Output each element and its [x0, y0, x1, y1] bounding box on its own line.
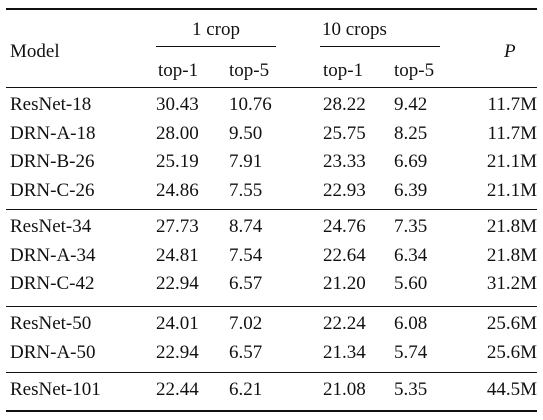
- model-name-cell: DRN-B-26: [10, 151, 95, 173]
- cell-c10-top1: 28.22: [323, 94, 366, 115]
- cell-c1-top5: 7.91: [229, 151, 263, 173]
- cell-c10-top1: 21.34: [323, 341, 366, 363]
- crop1-span-rule: [156, 46, 276, 47]
- cell-params: 21.8M: [486, 216, 537, 237]
- cell-params: 21.1M: [486, 151, 537, 173]
- cell-c1-top1: 22.94: [156, 341, 199, 363]
- group-separator-rule: [6, 306, 537, 307]
- cell-c1-top1: 24.81: [156, 244, 199, 266]
- cell-c10-top1: 21.08: [323, 379, 366, 400]
- cell-params: 31.2M: [486, 273, 537, 295]
- group-separator-rule: [6, 209, 537, 210]
- cell-c10-top5: 5.74: [394, 341, 428, 363]
- cell-c10-top1: 24.76: [323, 216, 366, 237]
- model-name-cell: DRN-A-18: [10, 122, 96, 144]
- header-c10-top5: top-5: [394, 60, 435, 81]
- cell-params: 25.6M: [486, 341, 537, 363]
- cell-c10-top5: 6.39: [394, 179, 428, 201]
- cell-params: 11.7M: [487, 122, 537, 144]
- cell-c1-top5: 7.54: [229, 244, 263, 266]
- top-rule: [6, 8, 537, 10]
- cell-c1-top5: 6.57: [229, 273, 263, 295]
- cell-c10-top5: 8.25: [394, 122, 428, 144]
- model-name-cell: DRN-A-50: [10, 341, 96, 363]
- header-c1-top5: top-5: [229, 60, 270, 81]
- cell-c10-top1: 25.75: [323, 122, 366, 144]
- group-separator-rule: [6, 372, 537, 373]
- crop10-span-rule: [320, 46, 440, 47]
- cell-c1-top1: 24.86: [156, 179, 199, 201]
- cell-c1-top5: 7.55: [229, 179, 263, 201]
- cell-c1-top5: 10.76: [229, 94, 272, 115]
- header-rule: [6, 87, 537, 88]
- bottom-rule: [6, 410, 537, 412]
- header-model: Model: [10, 41, 60, 62]
- header-params: P: [504, 41, 516, 62]
- model-name-cell: ResNet-34: [10, 216, 92, 237]
- model-name-cell: DRN-A-34: [10, 244, 96, 266]
- cell-c10-top1: 22.24: [323, 313, 366, 334]
- cell-c1-top5: 7.02: [229, 313, 263, 334]
- cell-c1-top5: 6.57: [229, 341, 263, 363]
- cell-params: 25.6M: [486, 313, 537, 334]
- cell-c1-top1: 22.94: [156, 273, 199, 295]
- cell-c1-top1: 22.44: [156, 379, 199, 400]
- cell-c10-top1: 23.33: [323, 151, 366, 173]
- cell-c10-top1: 22.64: [323, 244, 366, 266]
- cell-params: 21.1M: [486, 179, 537, 201]
- cell-c1-top1: 30.43: [156, 94, 199, 115]
- cell-c1-top1: 27.73: [156, 216, 199, 237]
- cell-c10-top5: 6.69: [394, 151, 428, 173]
- cell-c1-top5: 6.21: [229, 379, 263, 400]
- cell-c1-top1: 25.19: [156, 151, 199, 173]
- cell-c1-top5: 9.50: [229, 122, 263, 144]
- model-name-cell: ResNet-50: [10, 313, 92, 334]
- model-name-cell: DRN-C-42: [10, 273, 95, 295]
- cell-c10-top5: 9.42: [394, 94, 428, 115]
- cell-c10-top1: 21.20: [323, 273, 366, 295]
- cell-params: 21.8M: [486, 244, 537, 266]
- model-name-cell: ResNet-101: [10, 379, 101, 400]
- header-1-crop: 1 crop: [192, 19, 241, 40]
- header-c1-top1: top-1: [158, 60, 199, 81]
- cell-c1-top1: 24.01: [156, 313, 199, 334]
- header-10-crops: 10 crops: [322, 19, 387, 40]
- cell-c1-top1: 28.00: [156, 122, 199, 144]
- cell-c10-top5: 5.60: [394, 273, 428, 295]
- cell-c10-top5: 7.35: [394, 216, 428, 237]
- cell-c1-top5: 8.74: [229, 216, 263, 237]
- cell-params: 11.7M: [487, 94, 537, 115]
- cell-c10-top5: 5.35: [394, 379, 428, 400]
- results-table: Model 1 crop 10 crops P top-1 top-5 top-…: [6, 0, 537, 420]
- cell-params: 44.5M: [486, 379, 537, 400]
- model-name-cell: DRN-C-26: [10, 179, 95, 201]
- model-name-cell: ResNet-18: [10, 94, 92, 115]
- cell-c10-top1: 22.93: [323, 179, 366, 201]
- cell-c10-top5: 6.34: [394, 244, 428, 266]
- header-c10-top1: top-1: [323, 60, 364, 81]
- cell-c10-top5: 6.08: [394, 313, 428, 334]
